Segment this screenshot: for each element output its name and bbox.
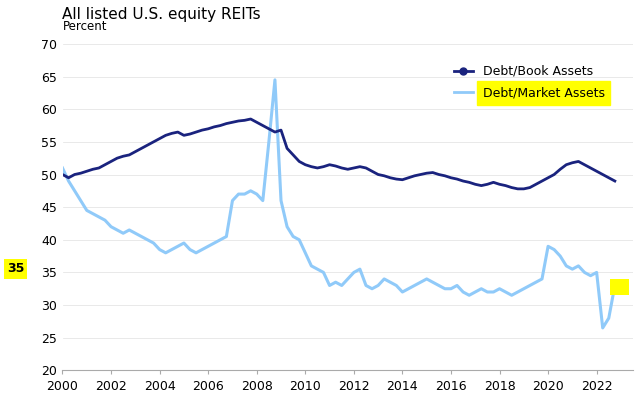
- Legend: Debt/Book Assets, Debt/Market Assets: Debt/Book Assets, Debt/Market Assets: [449, 60, 610, 105]
- Text: All listed U.S. equity REITs: All listed U.S. equity REITs: [63, 7, 261, 22]
- Text: Percent: Percent: [63, 20, 107, 32]
- Text: 35: 35: [7, 262, 24, 276]
- FancyBboxPatch shape: [610, 279, 629, 295]
